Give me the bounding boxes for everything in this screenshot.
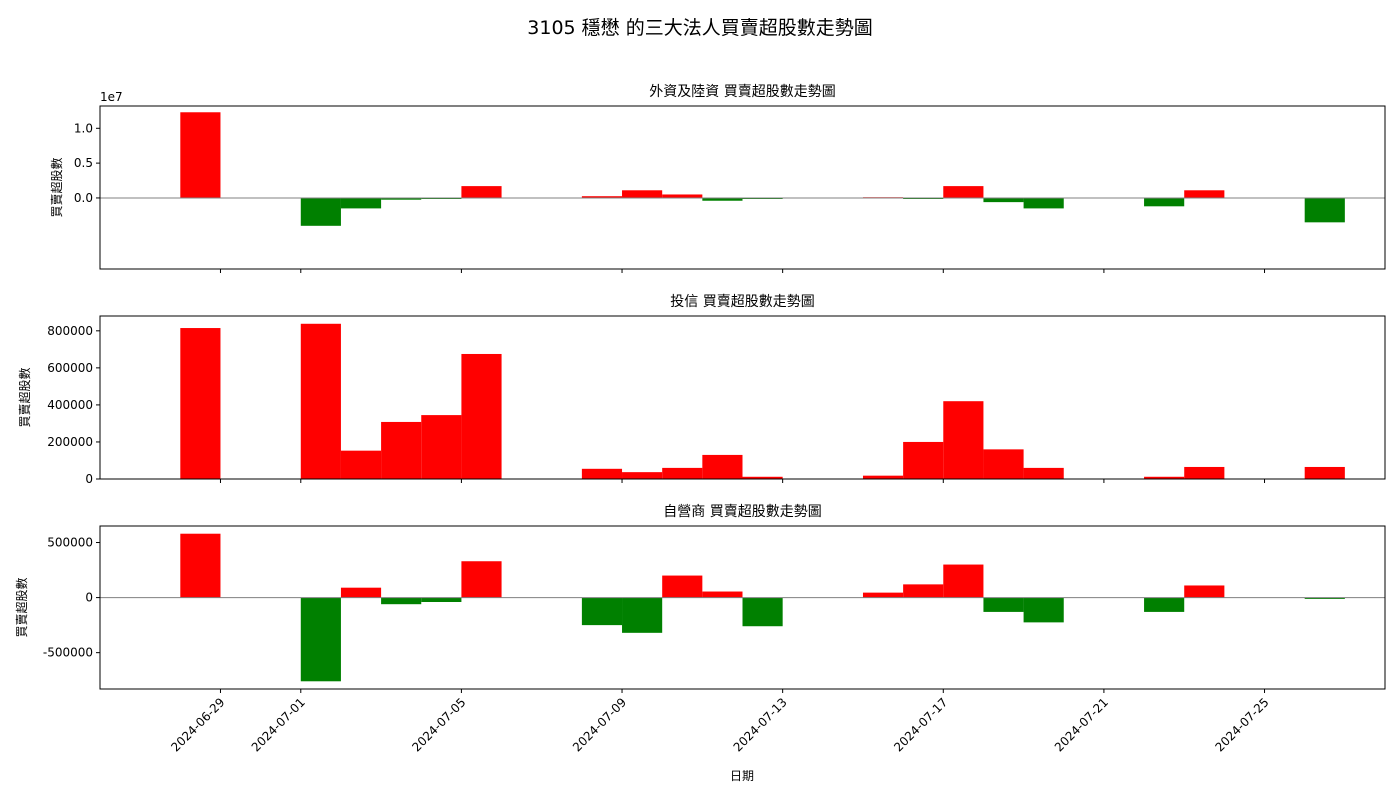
bar-2024-07-19 bbox=[1023, 197, 1064, 209]
x-tick-label: 2024-07-05 bbox=[409, 695, 468, 754]
bar-2024-07-10 bbox=[662, 194, 703, 198]
bar-2024-06-28 bbox=[180, 112, 221, 198]
y-tick-label: 0.5 bbox=[74, 156, 93, 170]
x-tick-label: 2024-07-09 bbox=[570, 695, 629, 754]
subplot-title: 自營商 買賣超股數走勢圖 bbox=[663, 504, 821, 520]
y-tick-label: 600000 bbox=[47, 361, 93, 375]
bar-2024-07-26 bbox=[1304, 197, 1345, 223]
x-tick-label: 2024-07-25 bbox=[1212, 695, 1271, 754]
plot-frame bbox=[99, 525, 1386, 690]
bar-2024-07-16 bbox=[903, 441, 944, 479]
plot-frame bbox=[99, 105, 1386, 270]
bar-2024-07-22 bbox=[1144, 476, 1185, 479]
bar-2024-07-03 bbox=[381, 197, 422, 200]
bar-2024-07-05 bbox=[461, 561, 502, 598]
bar-2024-07-23 bbox=[1184, 466, 1225, 479]
x-tick-label: 2024-07-01 bbox=[249, 695, 308, 754]
bar-2024-06-28 bbox=[180, 533, 221, 598]
bar-2024-07-10 bbox=[662, 467, 703, 479]
bar-2024-07-09 bbox=[622, 190, 663, 198]
bar-2024-07-19 bbox=[1023, 597, 1064, 623]
bar-2024-07-11 bbox=[702, 591, 743, 598]
bar-2024-07-26 bbox=[1304, 597, 1345, 599]
y-tick-label: 0 bbox=[85, 591, 93, 605]
bar-2024-07-05 bbox=[461, 353, 502, 479]
bar-2024-07-16 bbox=[903, 197, 944, 199]
bar-2024-07-03 bbox=[381, 597, 422, 605]
bar-2024-07-15 bbox=[862, 475, 904, 479]
bar-2024-07-08 bbox=[581, 597, 623, 626]
bar-2024-07-17 bbox=[943, 186, 984, 198]
x-axis-label: 日期 bbox=[730, 769, 754, 783]
bar-2024-07-17 bbox=[943, 564, 984, 598]
y-tick-label: 0 bbox=[85, 472, 93, 486]
bar-2024-07-19 bbox=[1023, 467, 1064, 479]
bar-2024-07-22 bbox=[1144, 597, 1185, 612]
x-tick-label: 2024-07-13 bbox=[731, 695, 790, 754]
bar-2024-07-12 bbox=[742, 597, 783, 627]
y-tick-label: 800000 bbox=[47, 324, 93, 338]
bar-2024-07-04 bbox=[421, 415, 462, 479]
y-tick-label: 1.0 bbox=[74, 121, 93, 135]
bar-2024-07-01 bbox=[300, 197, 341, 226]
bar-2024-07-23 bbox=[1184, 585, 1225, 598]
figure-title: 3105 穩懋 的三大法人買賣超股數走勢圖 bbox=[527, 17, 872, 39]
bar-2024-07-02 bbox=[340, 197, 382, 209]
x-tick-label: 2024-07-17 bbox=[891, 695, 950, 754]
y-tick-label: -500000 bbox=[43, 646, 93, 660]
bar-2024-07-08 bbox=[581, 196, 623, 198]
plot-frame bbox=[99, 315, 1386, 480]
y-tick-label: 400000 bbox=[47, 398, 93, 412]
bar-2024-07-23 bbox=[1184, 190, 1225, 198]
y-offset-label: 1e7 bbox=[100, 90, 123, 104]
bar-2024-07-02 bbox=[340, 587, 382, 598]
bar-2024-07-09 bbox=[622, 472, 663, 479]
y-axis-label: 買賣超股數 bbox=[14, 577, 29, 637]
bar-2024-07-11 bbox=[702, 197, 743, 201]
bar-2024-07-12 bbox=[742, 476, 783, 479]
bar-2024-07-11 bbox=[702, 454, 743, 479]
y-tick-label: 0.0 bbox=[74, 191, 93, 205]
bar-2024-07-08 bbox=[581, 468, 623, 479]
y-axis-label: 買賣超股數 bbox=[49, 157, 64, 217]
bar-2024-07-02 bbox=[340, 450, 382, 479]
bar-2024-07-18 bbox=[983, 597, 1024, 612]
y-tick-label: 500000 bbox=[47, 536, 93, 550]
bar-2024-07-15 bbox=[862, 592, 904, 598]
bar-2024-07-22 bbox=[1144, 197, 1185, 207]
x-tick-label: 2024-07-21 bbox=[1052, 695, 1111, 754]
bar-2024-06-28 bbox=[180, 328, 221, 479]
subplot-title: 投信 買賣超股數走勢圖 bbox=[670, 294, 814, 310]
bar-2024-07-12 bbox=[742, 197, 783, 199]
bar-2024-07-26 bbox=[1304, 466, 1345, 479]
bar-2024-07-09 bbox=[622, 597, 663, 633]
bar-2024-07-10 bbox=[662, 575, 703, 598]
bar-2024-07-04 bbox=[421, 597, 462, 602]
subplot-title: 外資及陸資 買賣超股數走勢圖 bbox=[649, 84, 835, 100]
bar-2024-07-05 bbox=[461, 186, 502, 198]
bar-2024-07-18 bbox=[983, 197, 1024, 203]
bar-2024-07-01 bbox=[300, 323, 341, 479]
bar-2024-07-04 bbox=[421, 197, 462, 199]
bar-2024-07-16 bbox=[903, 584, 944, 598]
bar-2024-07-18 bbox=[983, 449, 1024, 479]
bar-2024-07-01 bbox=[300, 597, 341, 682]
x-tick-label: 2024-06-29 bbox=[168, 695, 227, 754]
bar-2024-07-03 bbox=[381, 421, 422, 479]
y-axis-label: 買賣超股數 bbox=[17, 367, 32, 427]
y-tick-label: 200000 bbox=[47, 435, 93, 449]
bar-2024-07-17 bbox=[943, 401, 984, 479]
